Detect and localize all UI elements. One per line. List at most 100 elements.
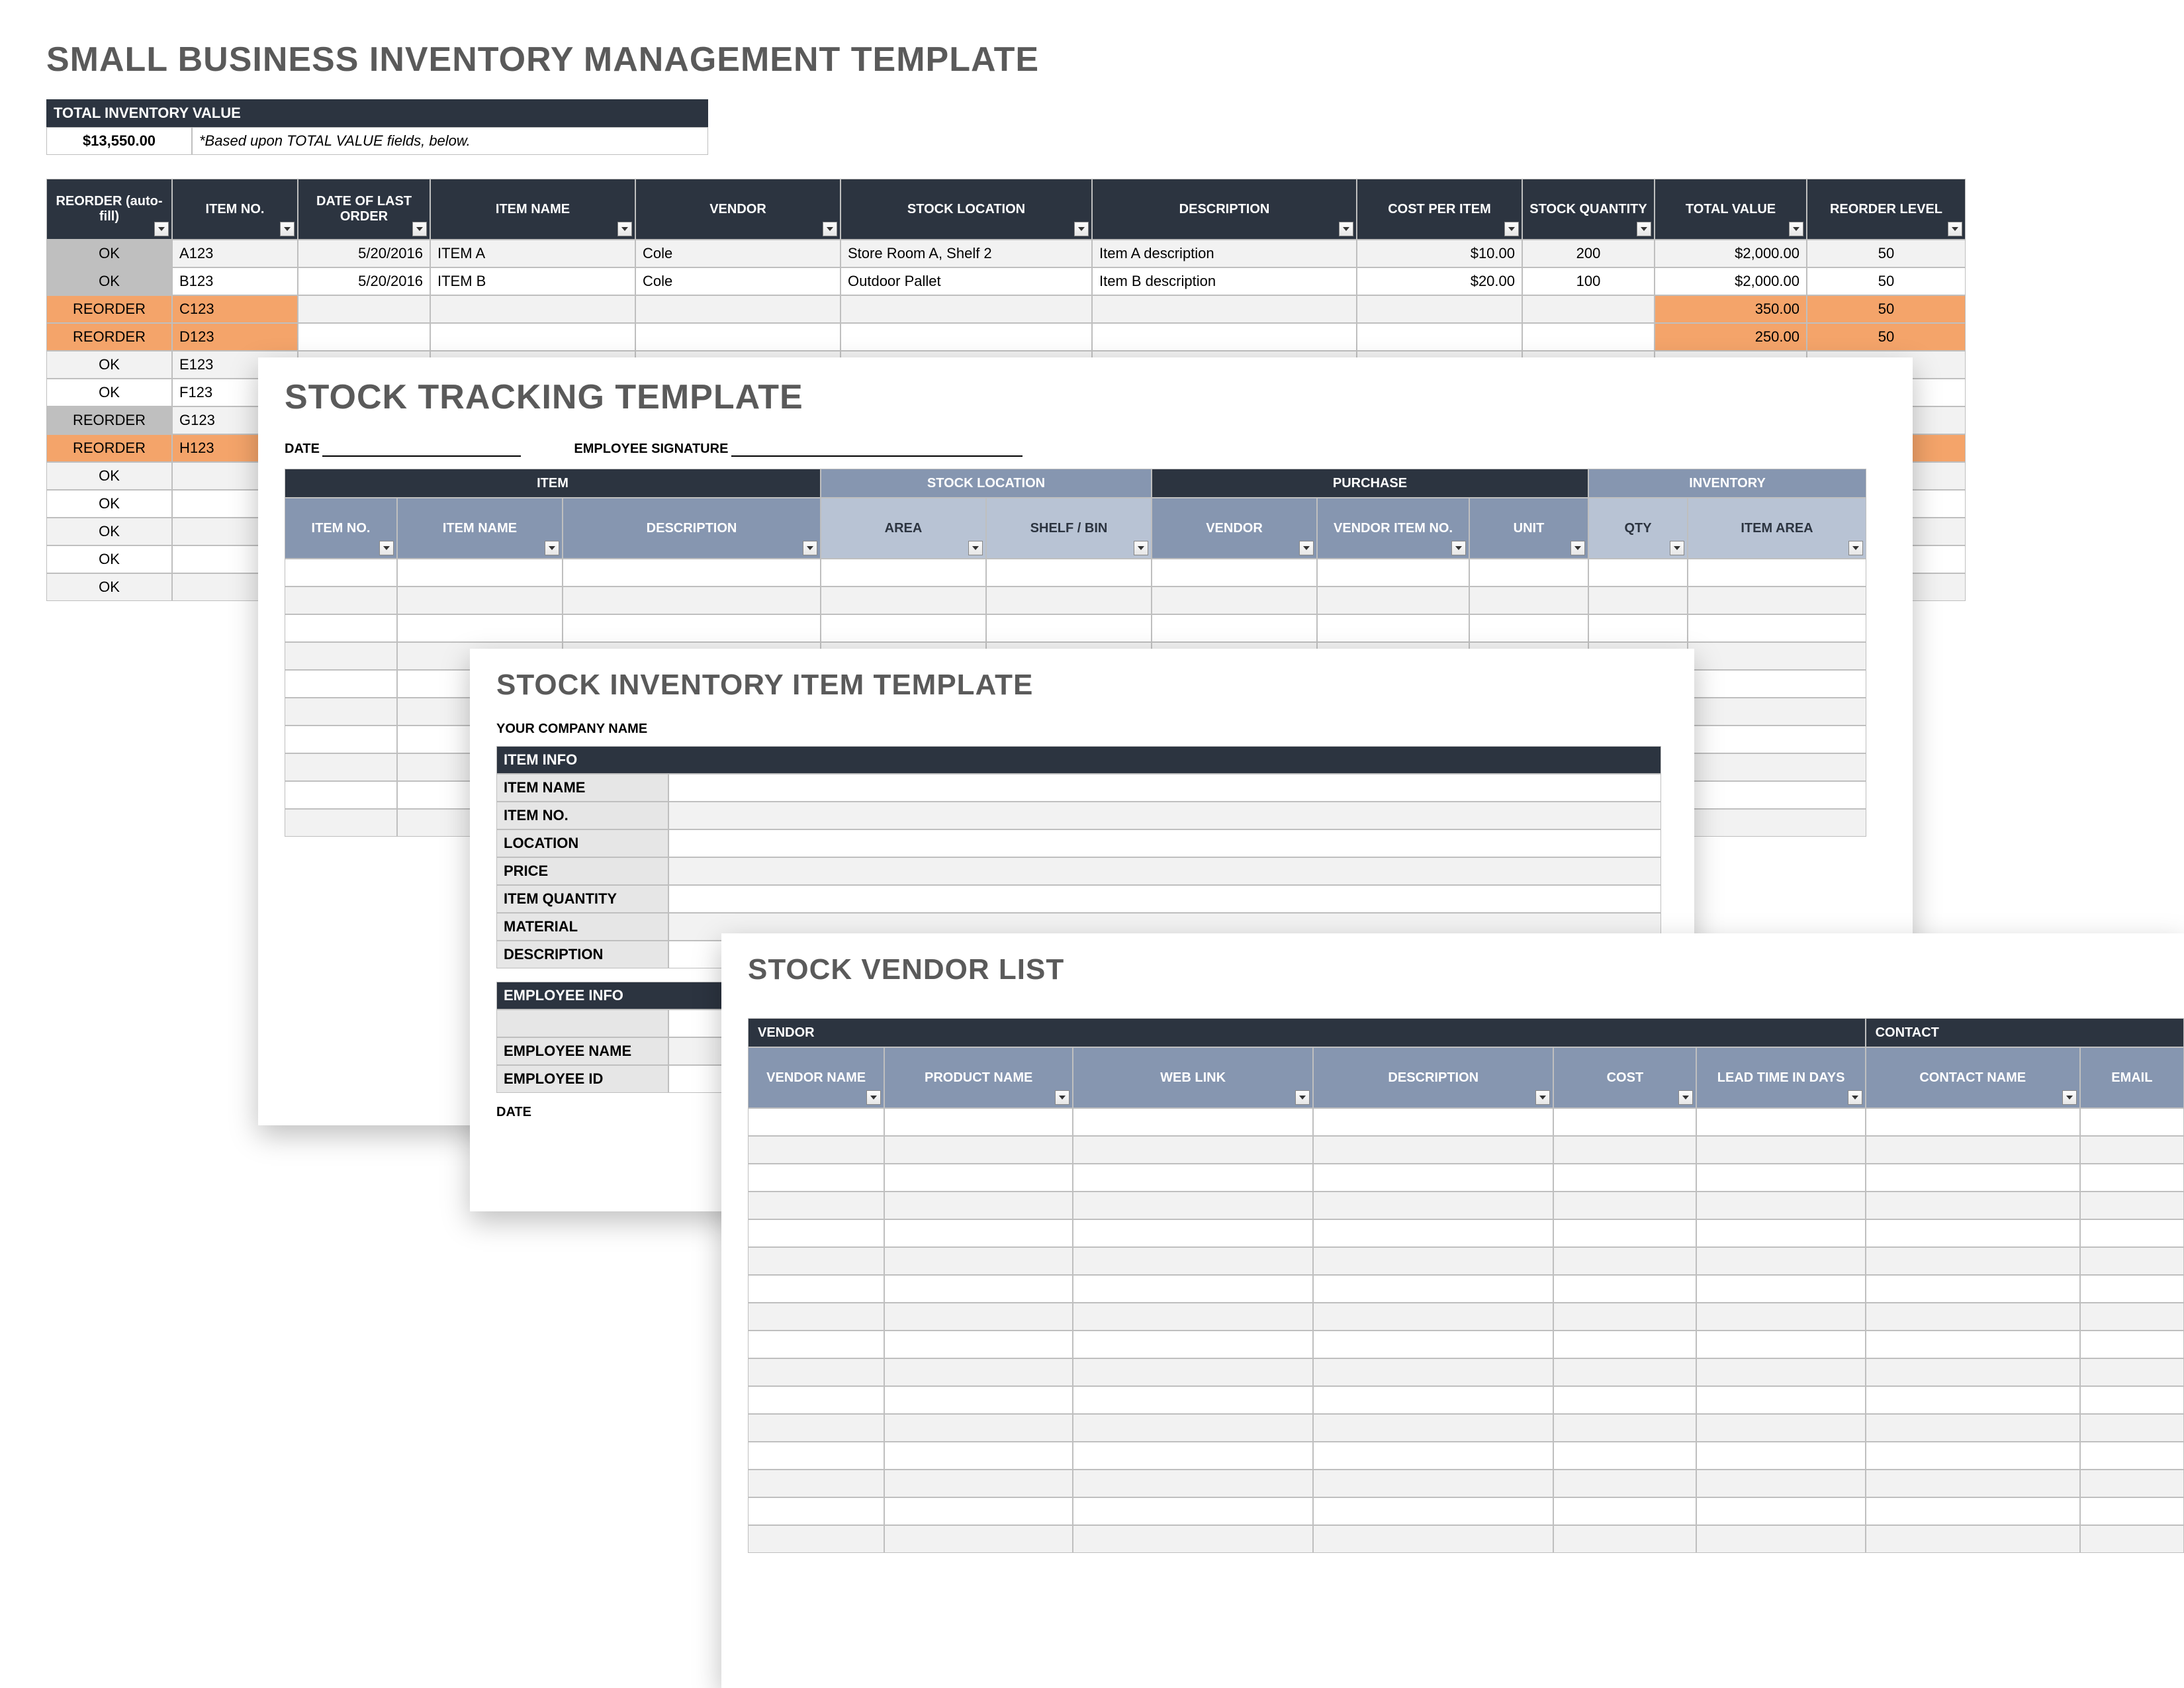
tracking-cell[interactable] bbox=[1317, 559, 1469, 586]
vendor-cell[interactable] bbox=[1073, 1525, 1313, 1553]
vendor-cell[interactable] bbox=[1313, 1442, 1553, 1470]
vendor-cell[interactable] bbox=[748, 1386, 884, 1414]
vendor-cell[interactable] bbox=[1866, 1414, 2080, 1442]
vendor-cell[interactable] bbox=[884, 1331, 1073, 1358]
vendor-col-header[interactable]: EMAIL bbox=[2080, 1047, 2184, 1108]
vendor-cell[interactable] bbox=[748, 1358, 884, 1386]
vendor-cell[interactable] bbox=[1073, 1275, 1313, 1303]
vendor-cell[interactable] bbox=[1553, 1331, 1696, 1358]
filter-dropdown-icon[interactable] bbox=[617, 222, 632, 236]
filter-dropdown-icon[interactable] bbox=[1134, 541, 1148, 555]
item-field-value[interactable] bbox=[668, 802, 1661, 829]
vendor-cell[interactable] bbox=[884, 1497, 1073, 1525]
vendor-cell[interactable] bbox=[1313, 1219, 1553, 1247]
tracking-col-header[interactable]: ITEM NAME bbox=[397, 498, 563, 559]
vendor-cell[interactable] bbox=[1553, 1192, 1696, 1219]
vendor-cell[interactable] bbox=[1313, 1275, 1553, 1303]
tracking-cell[interactable] bbox=[1688, 698, 1866, 726]
vendor-cell[interactable] bbox=[1696, 1275, 1865, 1303]
vendor-cell[interactable] bbox=[1553, 1470, 1696, 1497]
vendor-col-header[interactable]: COST bbox=[1553, 1047, 1696, 1108]
vendor-cell[interactable] bbox=[1866, 1303, 2080, 1331]
vendor-cell[interactable] bbox=[1696, 1164, 1865, 1192]
vendor-cell[interactable] bbox=[2080, 1108, 2184, 1136]
vendor-cell[interactable] bbox=[1696, 1219, 1865, 1247]
vendor-cell[interactable] bbox=[748, 1108, 884, 1136]
filter-dropdown-icon[interactable] bbox=[1848, 541, 1863, 555]
vendor-cell[interactable] bbox=[1696, 1497, 1865, 1525]
vendor-cell[interactable] bbox=[748, 1470, 884, 1497]
vendor-cell[interactable] bbox=[1553, 1414, 1696, 1442]
tracking-cell[interactable] bbox=[986, 559, 1152, 586]
tracking-cell[interactable] bbox=[1152, 586, 1317, 614]
filter-dropdown-icon[interactable] bbox=[803, 541, 817, 555]
filter-dropdown-icon[interactable] bbox=[1299, 541, 1314, 555]
tracking-cell[interactable] bbox=[1688, 586, 1866, 614]
vendor-cell[interactable] bbox=[748, 1275, 884, 1303]
vendor-cell[interactable] bbox=[884, 1442, 1073, 1470]
vendor-cell[interactable] bbox=[884, 1275, 1073, 1303]
vendor-cell[interactable] bbox=[748, 1331, 884, 1358]
vendor-cell[interactable] bbox=[1866, 1247, 2080, 1275]
tracking-cell[interactable] bbox=[1688, 781, 1866, 809]
inventory-col-header[interactable]: DESCRIPTION bbox=[1092, 179, 1357, 240]
vendor-cell[interactable] bbox=[1313, 1136, 1553, 1164]
vendor-cell[interactable] bbox=[1073, 1303, 1313, 1331]
vendor-cell[interactable] bbox=[1696, 1386, 1865, 1414]
filter-dropdown-icon[interactable] bbox=[866, 1090, 881, 1105]
filter-dropdown-icon[interactable] bbox=[2062, 1090, 2077, 1105]
vendor-cell[interactable] bbox=[1866, 1331, 2080, 1358]
vendor-cell[interactable] bbox=[1866, 1358, 2080, 1386]
inventory-col-header[interactable]: VENDOR bbox=[635, 179, 841, 240]
vendor-cell[interactable] bbox=[2080, 1331, 2184, 1358]
vendor-cell[interactable] bbox=[748, 1497, 884, 1525]
vendor-cell[interactable] bbox=[2080, 1442, 2184, 1470]
vendor-cell[interactable] bbox=[1866, 1136, 2080, 1164]
vendor-cell[interactable] bbox=[1313, 1386, 1553, 1414]
item-field-value[interactable] bbox=[668, 857, 1661, 885]
item-field-value[interactable] bbox=[668, 885, 1661, 913]
tracking-col-header[interactable]: ITEM AREA bbox=[1688, 498, 1866, 559]
vendor-cell[interactable] bbox=[1696, 1358, 1865, 1386]
vendor-cell[interactable] bbox=[1696, 1247, 1865, 1275]
filter-dropdown-icon[interactable] bbox=[1055, 1090, 1069, 1105]
vendor-cell[interactable] bbox=[1073, 1136, 1313, 1164]
tracking-cell[interactable] bbox=[285, 614, 397, 642]
tracking-cell[interactable] bbox=[1317, 614, 1469, 642]
filter-dropdown-icon[interactable] bbox=[1789, 222, 1803, 236]
vendor-cell[interactable] bbox=[2080, 1358, 2184, 1386]
tracking-cell[interactable] bbox=[1588, 614, 1688, 642]
filter-dropdown-icon[interactable] bbox=[379, 541, 394, 555]
filter-dropdown-icon[interactable] bbox=[1570, 541, 1585, 555]
tracking-cell[interactable] bbox=[821, 586, 986, 614]
vendor-col-header[interactable]: CONTACT NAME bbox=[1866, 1047, 2080, 1108]
filter-dropdown-icon[interactable] bbox=[1678, 1090, 1693, 1105]
tracking-cell[interactable] bbox=[1152, 559, 1317, 586]
vendor-cell[interactable] bbox=[884, 1219, 1073, 1247]
vendor-cell[interactable] bbox=[748, 1219, 884, 1247]
vendor-cell[interactable] bbox=[1313, 1470, 1553, 1497]
vendor-cell[interactable] bbox=[1313, 1164, 1553, 1192]
vendor-cell[interactable] bbox=[1313, 1108, 1553, 1136]
vendor-cell[interactable] bbox=[1696, 1108, 1865, 1136]
vendor-cell[interactable] bbox=[1696, 1414, 1865, 1442]
filter-dropdown-icon[interactable] bbox=[1339, 222, 1353, 236]
vendor-cell[interactable] bbox=[1866, 1192, 2080, 1219]
vendor-cell[interactable] bbox=[1553, 1247, 1696, 1275]
tracking-cell[interactable] bbox=[1688, 614, 1866, 642]
vendor-cell[interactable] bbox=[884, 1192, 1073, 1219]
tracking-col-header[interactable]: AREA bbox=[821, 498, 986, 559]
tracking-cell[interactable] bbox=[285, 698, 397, 726]
filter-dropdown-icon[interactable] bbox=[412, 222, 427, 236]
tracking-cell[interactable] bbox=[285, 586, 397, 614]
vendor-cell[interactable] bbox=[1696, 1136, 1865, 1164]
filter-dropdown-icon[interactable] bbox=[1637, 222, 1651, 236]
filter-dropdown-icon[interactable] bbox=[154, 222, 169, 236]
vendor-cell[interactable] bbox=[748, 1525, 884, 1553]
inventory-col-header[interactable]: COST PER ITEM bbox=[1357, 179, 1522, 240]
vendor-cell[interactable] bbox=[2080, 1247, 2184, 1275]
vendor-cell[interactable] bbox=[2080, 1414, 2184, 1442]
vendor-cell[interactable] bbox=[1073, 1470, 1313, 1497]
vendor-cell[interactable] bbox=[884, 1386, 1073, 1414]
vendor-cell[interactable] bbox=[1073, 1331, 1313, 1358]
